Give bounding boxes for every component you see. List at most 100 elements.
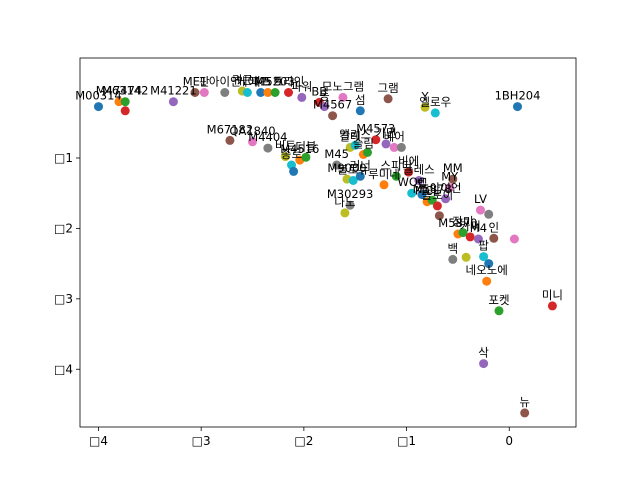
data-label: 벨 xyxy=(417,177,428,191)
data-label: 그램 xyxy=(378,81,399,95)
data-label: M5878 xyxy=(413,182,452,196)
data-point xyxy=(242,88,252,97)
data-point xyxy=(484,209,494,219)
data-label: 더블 xyxy=(295,139,316,153)
data-point xyxy=(461,252,471,262)
data-point xyxy=(389,142,399,152)
data-label: QA1840 xyxy=(229,124,275,138)
data-point xyxy=(270,88,280,97)
data-point xyxy=(465,232,475,242)
data-point xyxy=(340,208,350,218)
data-point xyxy=(420,102,430,112)
data-point xyxy=(383,94,393,104)
data-point xyxy=(489,233,499,243)
data-label: 퀴큰 xyxy=(232,73,253,87)
data-label: 1BH204 xyxy=(495,89,541,103)
data-label: M5870 xyxy=(438,216,477,230)
data-label: 러너 xyxy=(350,158,371,172)
data-point xyxy=(509,234,519,244)
data-point xyxy=(441,194,451,204)
data-point xyxy=(396,142,406,152)
data-label: M4 xyxy=(470,221,487,235)
data-point xyxy=(355,106,365,116)
y-axis: □1 □2 □3 □4 xyxy=(54,151,80,376)
data-point xyxy=(348,176,358,185)
data-point xyxy=(120,106,130,116)
x-tick-label: □3 xyxy=(192,434,211,448)
data-point xyxy=(280,152,290,162)
data-label: 아이언 xyxy=(209,75,241,89)
data-label: 인 xyxy=(489,220,500,234)
data-point xyxy=(190,88,200,97)
data-label: 불로뉴 xyxy=(337,163,369,177)
data-label: M00314 xyxy=(75,89,122,103)
data-label: MCL xyxy=(415,184,440,198)
data-label: 모노그램 xyxy=(322,79,364,93)
data-point xyxy=(473,234,483,244)
data-label: 아이언 xyxy=(430,181,462,195)
data-point xyxy=(407,188,417,198)
data-label: 포켓 xyxy=(488,293,509,307)
data-label: M4567 xyxy=(313,98,352,112)
data-label: M45 xyxy=(324,147,349,161)
data-point xyxy=(479,252,489,262)
data-point xyxy=(345,200,355,210)
data-point xyxy=(430,108,440,118)
data-point xyxy=(263,143,273,153)
data-label: 슬림 xyxy=(353,137,374,151)
data-point xyxy=(427,195,437,205)
data-point xyxy=(520,408,530,418)
data-label: ME1 xyxy=(183,75,208,89)
data-point xyxy=(417,190,427,200)
data-point xyxy=(319,102,329,112)
data-label: BB xyxy=(311,84,327,98)
data-label: 플레스 xyxy=(403,163,435,177)
data-label: 미니 xyxy=(542,288,563,302)
data-point xyxy=(94,102,103,112)
data-label: 트라인 xyxy=(273,75,305,89)
data-point xyxy=(338,92,348,102)
data-point xyxy=(479,359,489,369)
plot-area xyxy=(79,57,577,428)
data-label: 케이 xyxy=(237,75,258,89)
data-label: 백 xyxy=(448,241,459,255)
data-label: M63142 xyxy=(102,84,149,98)
data-point xyxy=(414,176,424,185)
x-tick-label: □4 xyxy=(89,434,108,448)
data-point xyxy=(458,228,468,238)
data-label: 비트 xyxy=(275,139,296,153)
data-point xyxy=(432,201,442,211)
data-point xyxy=(391,171,401,181)
data-label: 엘로우 xyxy=(419,95,451,109)
data-label: 팝 xyxy=(478,239,489,253)
data-point xyxy=(404,167,414,177)
data-label: 판 xyxy=(199,75,210,89)
data-label: M5 9 xyxy=(254,75,282,89)
data-point xyxy=(371,135,381,145)
data-label: 피프 xyxy=(250,75,271,89)
y-tick-label: □4 xyxy=(54,362,73,376)
x-tick-label: 0 xyxy=(505,434,513,448)
data-label: 섬 xyxy=(355,93,366,107)
data-label: 루미네 xyxy=(368,167,400,181)
data-label: 앨리스 xyxy=(339,127,371,141)
data-point xyxy=(256,88,266,97)
data-point xyxy=(297,92,307,102)
data-point xyxy=(284,88,293,97)
data-label: 비에 xyxy=(398,154,419,168)
data-point xyxy=(220,88,230,97)
data-point xyxy=(434,211,444,221)
data-point xyxy=(328,111,338,121)
data-point xyxy=(350,140,360,150)
data-label: 네오노에 xyxy=(466,263,508,277)
data-label: 장미 xyxy=(452,215,473,229)
data-label: 뉴 xyxy=(519,395,530,409)
data-point xyxy=(355,171,365,181)
data-label: M9000 xyxy=(327,161,366,175)
data-point xyxy=(225,135,235,145)
data-label: 플로이 xyxy=(422,188,454,202)
data-point xyxy=(120,97,130,107)
data-label: Y xyxy=(420,89,429,103)
data-point xyxy=(168,97,178,107)
